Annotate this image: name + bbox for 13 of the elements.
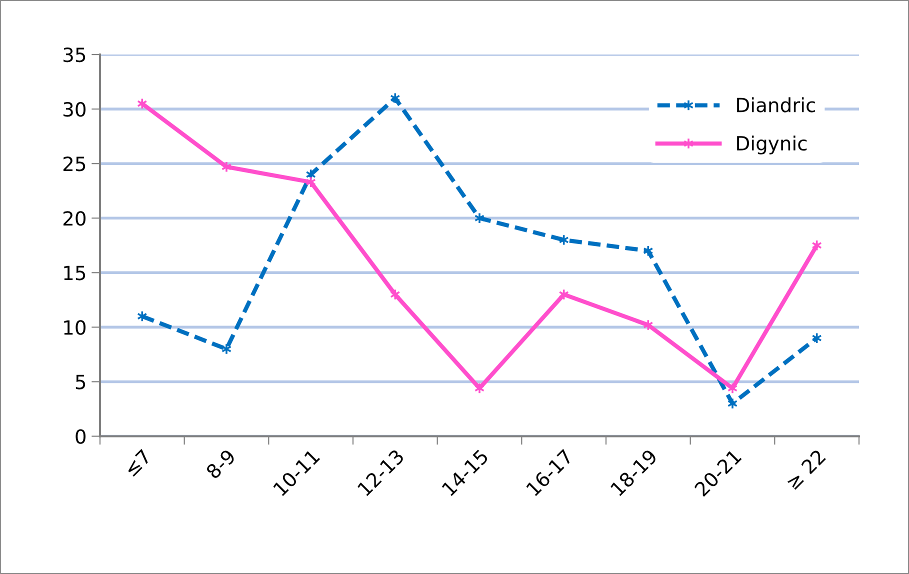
y-tick-label: 25 (63, 156, 86, 172)
y-tick-label: 15 (64, 266, 86, 280)
y-tick-label: 35 (64, 47, 86, 62)
x-tick-label: ≥ 22 (785, 448, 826, 490)
legend-label: Digynic (737, 136, 807, 154)
legend-label: Diandric (737, 97, 816, 112)
y-tick-label: 20 (63, 211, 86, 226)
y-tick-label: 0 (76, 429, 86, 444)
x-tick-label: ≤7 (124, 448, 152, 477)
x-tick-label: 8-9 (205, 448, 236, 480)
y-tick-label: 30 (64, 102, 86, 117)
y-tick-label: 5 (76, 374, 86, 390)
y-tick-label: 10 (64, 320, 86, 335)
